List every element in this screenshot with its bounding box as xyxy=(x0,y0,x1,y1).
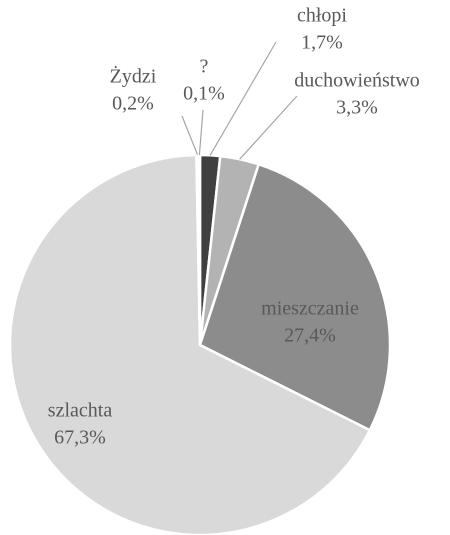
pie-slice xyxy=(197,153,202,346)
slice-value-label: 0,2% xyxy=(112,93,154,115)
slice-value-label: 27,4% xyxy=(284,325,336,347)
slice-label: Żydzi xyxy=(110,65,157,88)
slice-value-label: 1,7% xyxy=(301,32,343,54)
slice-label: szlachta xyxy=(48,400,113,422)
slice-value-label: 0,1% xyxy=(183,83,225,105)
slice-value-label: 3,3% xyxy=(336,97,378,119)
slice-label: duchowieństwo xyxy=(294,70,420,92)
slice-label: ? xyxy=(200,56,209,78)
slice-value-label: 67,3% xyxy=(54,427,106,449)
leader-line xyxy=(209,41,277,156)
leader-line xyxy=(181,115,199,156)
pie-slice xyxy=(8,153,372,535)
slice-label: chłopi xyxy=(297,5,347,27)
leader-line xyxy=(239,95,298,160)
slice-label: mieszczanie xyxy=(261,298,359,320)
pie-slice xyxy=(198,162,392,432)
leader-line xyxy=(198,109,204,156)
